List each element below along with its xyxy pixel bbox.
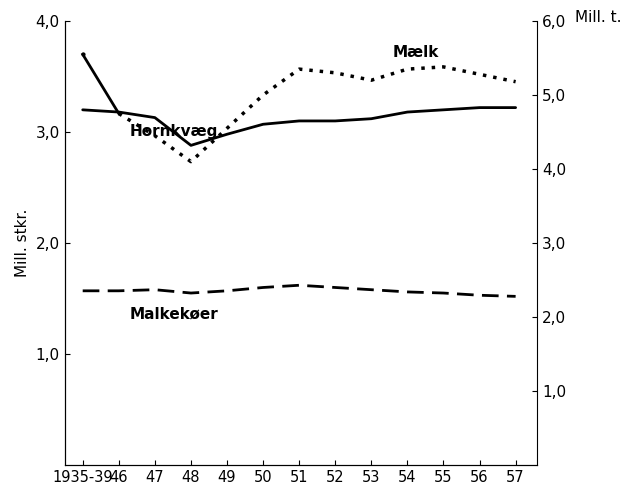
Text: Mælk: Mælk — [393, 44, 439, 60]
Text: Malkekøer: Malkekøer — [130, 306, 218, 322]
Y-axis label: Mill. t.: Mill. t. — [575, 10, 622, 25]
Y-axis label: Mill. stkr.: Mill. stkr. — [15, 209, 30, 278]
Text: Hornkvæg: Hornkvæg — [130, 124, 218, 140]
